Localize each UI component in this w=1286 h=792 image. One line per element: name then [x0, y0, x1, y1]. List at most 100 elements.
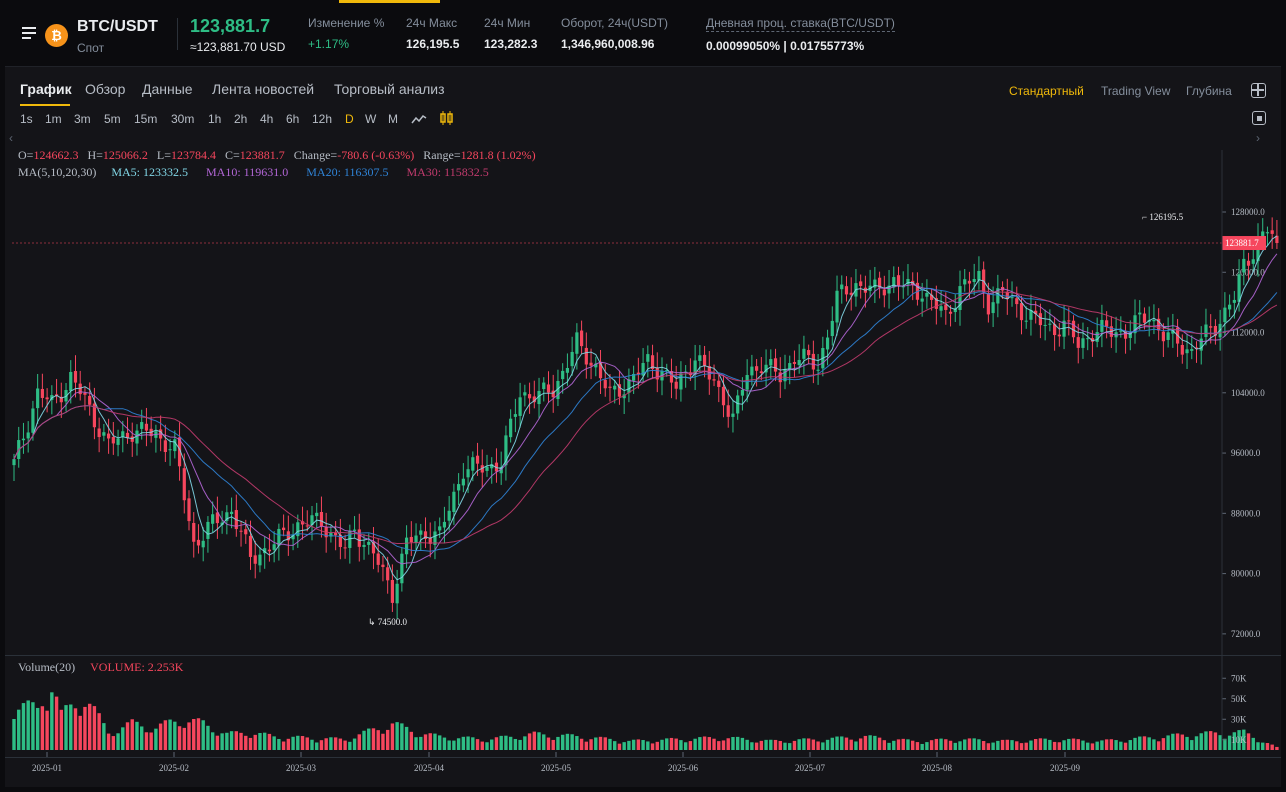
x-tick-label: 2025-05 [541, 763, 571, 773]
interval-6h[interactable]: 6h [286, 112, 300, 126]
volume-bar [655, 741, 659, 750]
candle [362, 544, 366, 547]
volume-bar [442, 737, 447, 750]
view-depth[interactable]: Глубина [1186, 84, 1232, 98]
candle [887, 285, 891, 294]
candle [395, 583, 399, 604]
volume-bar [1128, 740, 1132, 750]
candle [239, 530, 243, 532]
ma30-line [13, 290, 1278, 544]
volume-bar [400, 723, 404, 750]
line-chart-icon[interactable] [411, 112, 427, 124]
stat-label: 24ч Мин [484, 16, 531, 30]
volume-bar [26, 700, 30, 750]
volume-bar [329, 737, 333, 750]
candle [627, 379, 631, 393]
fullscreen-icon[interactable] [1252, 111, 1266, 125]
view-tradingview[interactable]: Trading View [1101, 84, 1171, 98]
volume-bar [428, 733, 432, 750]
candle [1161, 331, 1165, 342]
volume-bar [452, 740, 456, 750]
candle [300, 521, 305, 525]
candle [461, 478, 465, 486]
candle [546, 384, 551, 393]
candle [315, 512, 319, 517]
candle [258, 554, 262, 566]
volume-bar [754, 742, 759, 750]
volume-bar [972, 738, 976, 750]
last-price: 123,881.7 [190, 16, 271, 36]
volume-bar [788, 743, 792, 750]
candle [111, 437, 115, 444]
scroll-right-icon[interactable]: › [1256, 131, 1260, 145]
pair-name[interactable]: BTC/USDT [77, 18, 158, 35]
volume-bar [1081, 740, 1085, 750]
stat-interest-rate[interactable]: Дневная проц. ставка(BTC/USDT) 0.0009905… [706, 16, 895, 53]
candle [1180, 344, 1184, 355]
candle [447, 510, 451, 521]
volume-bar [589, 739, 593, 750]
candle [88, 395, 92, 405]
volume-bar [669, 737, 674, 750]
volume-bar [447, 740, 451, 750]
candle [125, 432, 130, 439]
candle [1024, 320, 1028, 322]
volume-bar [414, 737, 418, 750]
candle [192, 522, 196, 542]
candle [622, 394, 626, 399]
interval-5m[interactable]: 5m [104, 112, 121, 126]
volume-bar [1067, 738, 1071, 750]
candle [769, 359, 773, 366]
interval-12h[interactable]: 12h [312, 112, 333, 126]
volume-bar [466, 736, 470, 750]
volume-bar [1213, 732, 1218, 750]
tab-news[interactable]: Лента новостей [212, 81, 315, 97]
candle [1261, 231, 1265, 238]
tab-trading-analysis[interactable]: Торговый анализ [334, 81, 445, 97]
volume-bar [1090, 743, 1095, 750]
layout-grid-icon[interactable] [1251, 83, 1266, 98]
volume-bar [480, 741, 484, 750]
interval-30m[interactable]: 30m [171, 112, 195, 126]
candle [755, 366, 759, 371]
volume-bar [1114, 740, 1118, 750]
interval-1s[interactable]: 1s [20, 112, 33, 126]
volume-bar [532, 731, 536, 750]
candle [319, 511, 324, 527]
interval-1mo[interactable]: M [388, 112, 398, 126]
interval-1d[interactable]: D [345, 112, 354, 126]
volume-bar [173, 721, 177, 750]
volume-bar [896, 739, 901, 750]
candle [457, 484, 461, 491]
candle [367, 541, 371, 545]
tab-chart[interactable]: График [20, 81, 72, 97]
scroll-left-icon[interactable]: ‹ [9, 131, 13, 145]
volume-bar [248, 737, 253, 750]
candlestick-icon[interactable] [439, 111, 455, 125]
volume-bar [40, 706, 45, 750]
interval-1w[interactable]: W [365, 112, 377, 126]
tab-data[interactable]: Данные [142, 81, 193, 97]
volume-bar [1005, 739, 1009, 750]
interval-2h[interactable]: 2h [234, 112, 248, 126]
x-tick-label: 2025-07 [795, 763, 825, 773]
interval-4h[interactable]: 4h [260, 112, 274, 126]
candle [1251, 259, 1255, 264]
volume-bar [750, 742, 754, 750]
candle [1043, 324, 1047, 326]
menu-icon[interactable] [22, 27, 36, 39]
interval-1m[interactable]: 1m [45, 112, 62, 126]
volume-bar [78, 715, 82, 750]
interval-15m[interactable]: 15m [134, 112, 158, 126]
tab-overview[interactable]: Обзор [85, 81, 126, 97]
interval-3m[interactable]: 3m [74, 112, 91, 126]
candle [509, 418, 513, 438]
volume-bar [584, 741, 589, 750]
interval-1h[interactable]: 1h [208, 112, 222, 126]
candle [78, 383, 82, 395]
volume-tick-label: 70K [1231, 673, 1247, 683]
view-standard[interactable]: Стандартный [1009, 84, 1084, 98]
volume-bar [906, 739, 910, 750]
candle [1015, 298, 1019, 305]
